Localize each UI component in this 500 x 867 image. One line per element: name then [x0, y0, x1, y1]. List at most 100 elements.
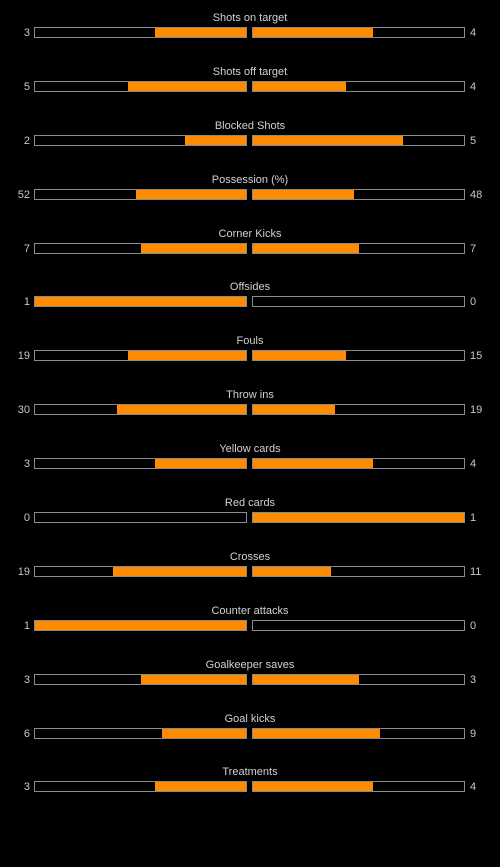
away-bar: [252, 296, 465, 308]
away-bar-fill: [253, 351, 346, 361]
away-bar-fill: [253, 674, 359, 684]
away-bar: [252, 27, 465, 38]
home-bar-fill: [127, 81, 246, 91]
away-bar: [252, 565, 465, 577]
home-bar-fill: [161, 728, 246, 738]
home-bar-fill: [113, 566, 246, 576]
home-value: 3: [23, 27, 30, 39]
home-bar-fill: [117, 405, 246, 415]
match-stats-list: Shots on target 3 4 Shots off target 5 4 Block…: [0, 12, 500, 820]
away-value: 4: [470, 781, 477, 794]
away-bar: [252, 673, 465, 685]
away-value: 4: [470, 80, 477, 93]
home-value: 6: [23, 727, 30, 740]
home-bar: [34, 296, 247, 308]
home-value: 3: [23, 673, 30, 686]
away-bar: [252, 80, 465, 92]
away-value: 0: [470, 296, 477, 309]
home-bar: [34, 27, 247, 38]
away-value: 19: [470, 404, 483, 417]
stat-row-red-cards: Red cards 0 1: [0, 497, 500, 551]
away-bar: [252, 512, 465, 524]
home-value: 0: [23, 512, 30, 525]
stat-row-corner-kicks: Corner Kicks 7 7: [0, 228, 500, 282]
away-bar-fill: [253, 728, 380, 738]
stat-label: Red cards: [224, 497, 276, 510]
stat-label: Goal kicks: [224, 712, 276, 725]
stat-row-shots-on-target: Shots on target 3 4: [0, 12, 500, 66]
home-value: 7: [23, 242, 30, 255]
away-value: 3: [470, 673, 477, 686]
stat-row-throw-ins: Throw ins 30 19: [0, 389, 500, 443]
home-bar-fill: [155, 459, 246, 469]
home-bar-fill: [136, 189, 246, 199]
away-bar: [252, 188, 465, 200]
stat-label: Corner Kicks: [218, 227, 282, 240]
away-value: 9: [470, 727, 477, 740]
home-value: 3: [23, 781, 30, 794]
away-bar: [252, 619, 465, 631]
stat-row-blocked-shots: Blocked Shots 2 5: [0, 120, 500, 174]
home-value: 1: [23, 619, 30, 632]
stat-label: Shots on target: [212, 12, 288, 24]
away-bar: [252, 404, 465, 416]
away-bar: [252, 458, 465, 470]
stat-row-crosses: Crosses 19 11: [0, 551, 500, 605]
home-value: 5: [23, 80, 30, 93]
away-value: 5: [470, 134, 477, 147]
away-value: 1: [470, 512, 477, 525]
away-bar-fill: [253, 782, 374, 792]
stat-row-goalkeeper-saves: Goalkeeper saves 3 3: [0, 659, 500, 713]
home-bar: [34, 781, 247, 793]
away-bar-fill: [253, 135, 403, 145]
home-bar-fill: [127, 351, 246, 361]
away-value: 48: [470, 188, 483, 201]
away-bar: [252, 350, 465, 362]
away-value: 15: [470, 350, 483, 363]
away-bar: [252, 781, 465, 793]
away-bar-fill: [253, 189, 355, 199]
away-value: 4: [470, 458, 477, 471]
home-bar: [34, 458, 247, 470]
away-bar: [252, 727, 465, 739]
home-bar-fill: [155, 28, 246, 37]
home-bar-fill: [140, 243, 246, 253]
home-bar-fill: [155, 782, 246, 792]
stat-row-shots-off-target: Shots off target 5 4: [0, 66, 500, 120]
away-bar-fill: [253, 81, 346, 91]
stat-row-counter-attacks: Counter attacks 1 0: [0, 605, 500, 659]
away-bar-fill: [253, 405, 336, 415]
home-bar: [34, 727, 247, 739]
stat-row-fouls: Fouls 19 15: [0, 335, 500, 389]
away-bar-fill: [253, 243, 359, 253]
home-bar-fill: [184, 135, 246, 145]
home-value: 30: [17, 404, 30, 417]
home-value: 52: [17, 188, 30, 201]
home-value: 3: [23, 458, 30, 471]
away-bar: [252, 134, 465, 146]
stat-label: Shots off target: [212, 65, 288, 78]
home-bar-fill: [35, 620, 246, 630]
away-value: 7: [470, 242, 477, 255]
stat-label: Fouls: [236, 335, 264, 348]
stat-label: Throw ins: [226, 389, 274, 402]
stat-label: Crosses: [229, 550, 271, 563]
stat-row-offsides: Offsides 1 0: [0, 281, 500, 335]
stat-row-goal-kicks: Goal kicks 6 9: [0, 713, 500, 767]
home-bar: [34, 188, 247, 200]
home-bar: [34, 619, 247, 631]
home-bar: [34, 565, 247, 577]
away-bar-fill: [253, 459, 374, 469]
stat-row-possession: Possession (%) 52 48: [0, 174, 500, 228]
home-bar: [34, 673, 247, 685]
away-value: 4: [470, 27, 477, 39]
stat-label: Blocked Shots: [214, 119, 286, 132]
stat-label: Offsides: [229, 281, 271, 294]
away-bar-fill: [253, 28, 374, 37]
home-value: 19: [17, 350, 30, 363]
away-value: 0: [470, 619, 477, 632]
home-bar: [34, 350, 247, 362]
home-value: 2: [23, 134, 30, 147]
stat-label: Yellow cards: [219, 443, 281, 456]
stat-row-treatments: Treatments 3 4: [0, 766, 500, 820]
